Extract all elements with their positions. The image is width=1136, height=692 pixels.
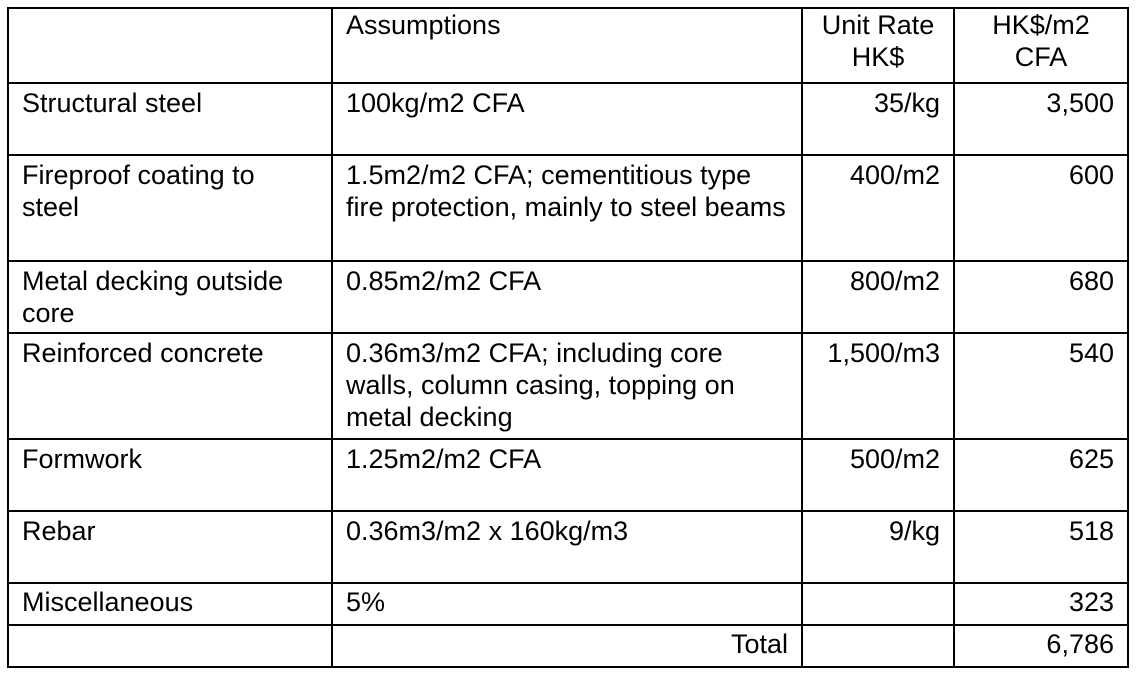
row-cost: 600: [953, 154, 1129, 262]
table-row: Rebar 0.36m3/m2 x 160kg/m3 9/kg 518: [7, 510, 1129, 584]
cost-estimate-table: Assumptions Unit Rate HK$ HK$/m2 CFA Str…: [7, 7, 1129, 668]
header-cost: HK$/m2 CFA: [953, 7, 1129, 84]
row-unit-rate: 500/m2: [801, 438, 955, 512]
row-item: Rebar: [7, 510, 333, 584]
header-unit-rate-line1: Unit Rate: [821, 10, 935, 40]
header-assumptions: Assumptions: [331, 7, 803, 84]
row-assumptions: 1.5m2/m2 CFA; cementitious type fire pro…: [331, 154, 803, 262]
table-row: Fireproof coating to steel 1.5m2/m2 CFA;…: [7, 154, 1129, 262]
header-cost-line1: HK$/m2: [992, 10, 1090, 40]
table-row: Formwork 1.25m2/m2 CFA 500/m2 625: [7, 438, 1129, 512]
row-unit-rate: 1,500/m3: [801, 332, 955, 440]
table-row: Structural steel 100kg/m2 CFA 35/kg 3,50…: [7, 82, 1129, 156]
row-assumptions: 0.36m3/m2 x 160kg/m3: [331, 510, 803, 584]
row-item: Fireproof coating to steel: [7, 154, 333, 262]
row-unit-rate: [801, 582, 955, 626]
total-label: Total: [331, 624, 803, 668]
row-assumptions: 0.85m2/m2 CFA: [331, 260, 803, 334]
total-row: Total 6,786: [7, 624, 1129, 668]
row-assumptions: 0.36m3/m2 CFA; including core walls, col…: [331, 332, 803, 440]
row-cost: 625: [953, 438, 1129, 512]
row-item: Reinforced concrete: [7, 332, 333, 440]
row-assumptions: 1.25m2/m2 CFA: [331, 438, 803, 512]
header-cost-line2: CFA: [1014, 42, 1068, 72]
row-item: Formwork: [7, 438, 333, 512]
total-empty-rate-cell: [801, 624, 955, 668]
row-item: Structural steel: [7, 82, 333, 156]
header-row: Assumptions Unit Rate HK$ HK$/m2 CFA: [7, 7, 1129, 84]
row-cost: 323: [953, 582, 1129, 626]
row-cost: 540: [953, 332, 1129, 440]
row-assumptions: 5%: [331, 582, 803, 626]
table-row: Miscellaneous 5% 323: [7, 582, 1129, 626]
row-assumptions: 100kg/m2 CFA: [331, 82, 803, 156]
total-value: 6,786: [953, 624, 1129, 668]
row-cost: 680: [953, 260, 1129, 334]
table-row: Metal decking outside core 0.85m2/m2 CFA…: [7, 260, 1129, 334]
header-item: [7, 7, 333, 84]
header-unit-rate: Unit Rate HK$: [801, 7, 955, 84]
row-cost: 518: [953, 510, 1129, 584]
row-item: Miscellaneous: [7, 582, 333, 626]
row-cost: 3,500: [953, 82, 1129, 156]
total-empty-cell: [7, 624, 333, 668]
row-unit-rate: 800/m2: [801, 260, 955, 334]
row-unit-rate: 35/kg: [801, 82, 955, 156]
table-row: Reinforced concrete 0.36m3/m2 CFA; inclu…: [7, 332, 1129, 440]
row-item: Metal decking outside core: [7, 260, 333, 334]
row-unit-rate: 400/m2: [801, 154, 955, 262]
row-unit-rate: 9/kg: [801, 510, 955, 584]
header-unit-rate-line2: HK$: [851, 42, 905, 72]
